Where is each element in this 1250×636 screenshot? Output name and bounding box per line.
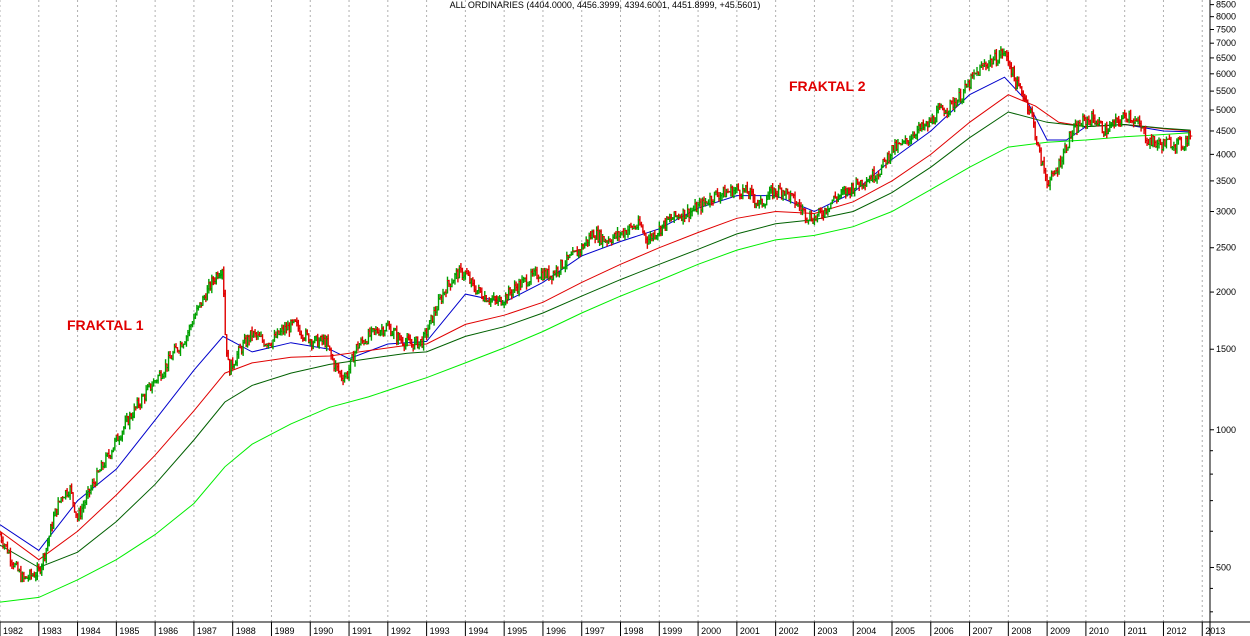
price-bar [1188, 130, 1193, 140]
x-tick-label: 2006 [934, 626, 954, 636]
x-tick-label: 1988 [236, 626, 256, 636]
x-tick-label: 2007 [973, 626, 993, 636]
x-tick-label: 2001 [740, 626, 760, 636]
x-tick-label: 1983 [42, 626, 62, 636]
x-tick-label: 2012 [1166, 626, 1186, 636]
y-tick-label: 2500 [1216, 243, 1236, 253]
y-tick-label: 8000 [1216, 12, 1236, 22]
x-tick-label: 1989 [274, 626, 294, 636]
x-tick-label: 1985 [119, 626, 139, 636]
moving-average-line-3 [0, 111, 1191, 569]
x-tick-label: 1986 [158, 626, 178, 636]
x-tick-label: 2009 [1050, 626, 1070, 636]
y-tick-label: 4000 [1216, 149, 1236, 159]
y-tick-label: 6000 [1216, 69, 1236, 79]
y-tick-label: 1000 [1216, 425, 1236, 435]
x-tick-label: 1993 [430, 626, 450, 636]
x-tick-label: 2002 [779, 626, 799, 636]
y-tick-label: 2000 [1216, 287, 1236, 297]
chart-title: ALL ORDINARIES (4404.0000, 4456.3999, 43… [449, 0, 761, 10]
price-bars [0, 46, 1193, 583]
y-tick-label: 3500 [1216, 176, 1236, 186]
y-tick-label: 8500 [1216, 0, 1236, 10]
x-tick-label: 1990 [313, 626, 333, 636]
y-tick-label: 1500 [1216, 344, 1236, 354]
moving-average-line-2 [0, 94, 1191, 561]
y-tick-label: 3000 [1216, 207, 1236, 217]
x-tick-label: 1992 [391, 626, 411, 636]
x-tick-label: 1999 [662, 626, 682, 636]
x-tick-label: 1991 [352, 626, 372, 636]
x-axis: 1982 1983 1984 1985 1986 1987 1988 1989 1990 1991… [0, 622, 1225, 636]
x-tick-label: 1998 [624, 626, 644, 636]
x-tick-label: 1982 [3, 626, 23, 636]
x-tick-label: 1984 [81, 626, 101, 636]
x-tick-label: 2013 [1205, 626, 1225, 636]
plot-background [0, 0, 1210, 622]
y-axis: 500 1000 1500 2000 2500 3000 3500 4000 4500 5000 5… [1210, 0, 1236, 613]
x-tick-label: 2005 [895, 626, 915, 636]
annotation-fraktal-1: FRAKTAL 1 [67, 317, 144, 333]
x-grid [0, 0, 1203, 622]
y-tick-label: 7500 [1216, 24, 1236, 34]
x-tick-label: 2003 [817, 626, 837, 636]
annotation-fraktal-2: FRAKTAL 2 [789, 78, 866, 94]
y-tick-label: 4500 [1216, 126, 1236, 136]
x-tick-label: 2011 [1128, 626, 1147, 636]
x-tick-label: 2008 [1011, 626, 1031, 636]
y-tick-label: 500 [1216, 562, 1231, 572]
x-tick-label: 1996 [546, 626, 566, 636]
x-tick-label: 1995 [507, 626, 527, 636]
x-tick-label: 1987 [197, 626, 217, 636]
y-tick-label: 7000 [1216, 38, 1236, 48]
x-tick-label: 1994 [468, 626, 488, 636]
x-tick-label: 2000 [701, 626, 721, 636]
x-tick-label: 1997 [585, 626, 605, 636]
y-tick-label: 5500 [1216, 86, 1236, 96]
x-tick-label: 2010 [1089, 626, 1109, 636]
x-tick-label: 2004 [856, 626, 876, 636]
y-tick-label: 6500 [1216, 53, 1236, 63]
moving-average-line-4 [0, 132, 1191, 603]
y-tick-label: 5000 [1216, 105, 1236, 115]
